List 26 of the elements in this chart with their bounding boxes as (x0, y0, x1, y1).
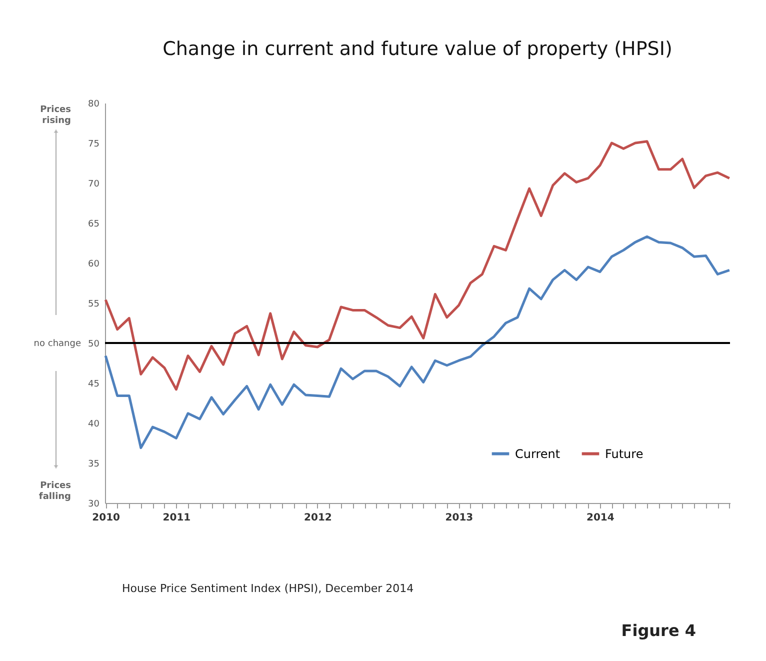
y-tick-label: 75 (88, 140, 100, 150)
y-tick-label: 70 (88, 180, 100, 190)
y-tick-label: 60 (88, 260, 100, 270)
x-tick-label: 2012 (304, 512, 332, 524)
text: Prices rising (40, 105, 71, 126)
y-tick-label: 40 (88, 420, 100, 430)
chart-title: Change in current and future value of property (HPSI) (162, 38, 672, 60)
text: Prices falling (38, 481, 71, 502)
x-tick-label: 2014 (586, 512, 614, 524)
y-tick-label: 30 (88, 500, 100, 510)
line-series (104, 235, 731, 450)
y-tick-label: 35 (88, 460, 100, 470)
legend-label: Current (515, 446, 560, 461)
ref-line-label: no change (34, 339, 82, 349)
text: House Price Sentiment Index (HPSI), December 2014 (122, 582, 414, 595)
y-tick-label: 55 (88, 300, 100, 310)
x-tick-label: 2010 (92, 512, 120, 524)
x-tick-label: 2013 (445, 512, 474, 524)
caption: Figure 4 (621, 621, 696, 640)
line-series (104, 140, 731, 391)
y-tick-label: 45 (88, 380, 100, 390)
x-tick-label: 2011 (162, 512, 191, 524)
y-tick-label: 65 (88, 220, 100, 230)
legend-label: Future (605, 446, 644, 461)
y-tick-label: 50 (88, 340, 100, 350)
y-tick-label: 80 (88, 100, 100, 110)
